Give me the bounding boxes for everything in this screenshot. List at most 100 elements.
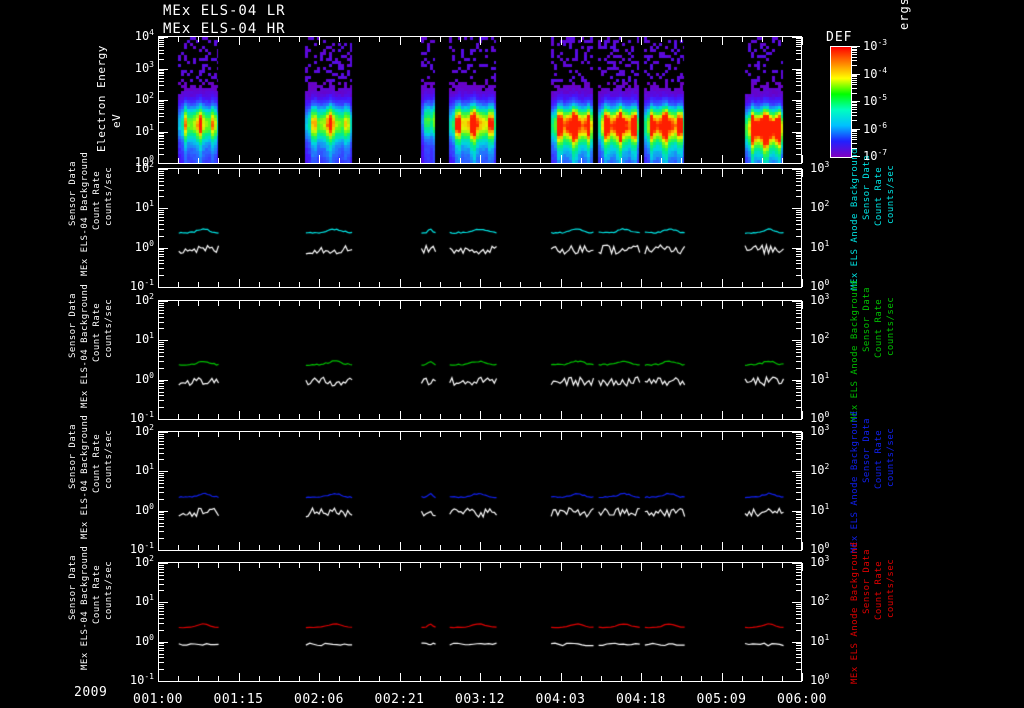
panel-anode-4-right-label-2: MEx ELS Anode Background	[850, 541, 860, 684]
ytick-minor	[796, 38, 801, 39]
ytick-minor	[159, 606, 164, 607]
ytick-minor	[159, 185, 164, 186]
xtick	[178, 432, 179, 437]
xtick	[299, 414, 300, 419]
ytick-major	[792, 131, 801, 133]
xtick	[400, 563, 401, 571]
xtick	[420, 282, 421, 287]
xtick	[460, 169, 461, 174]
colorbar-tick-minor	[852, 76, 857, 77]
xtick	[198, 432, 199, 437]
ytick-major	[159, 510, 168, 512]
xtick	[722, 542, 723, 550]
ytick-minor	[796, 256, 801, 257]
xtick	[601, 563, 602, 568]
xtick	[480, 279, 481, 287]
ytick-minor	[159, 144, 164, 145]
colorbar-tick-minor	[852, 115, 857, 116]
ytick-minor	[796, 46, 801, 47]
ytick-left-anode-2-1: 101	[134, 331, 154, 347]
xtick	[641, 279, 642, 287]
ytick-major	[792, 563, 801, 564]
xtick	[218, 158, 219, 163]
ytick-minor	[159, 256, 164, 257]
xtick	[641, 155, 642, 163]
ytick-minor	[159, 579, 164, 580]
ytick-minor	[159, 78, 164, 79]
ytick-major	[159, 131, 168, 133]
ytick-minor	[159, 648, 164, 649]
ytick-minor	[796, 381, 801, 382]
xtick	[500, 282, 501, 287]
xtick	[359, 282, 360, 287]
xtick	[742, 282, 743, 287]
ytick-minor	[159, 448, 164, 449]
ytick-minor	[159, 438, 164, 439]
xtick	[319, 155, 320, 163]
xtick	[480, 411, 481, 419]
ytick-major	[792, 641, 801, 643]
ytick-minor	[159, 190, 164, 191]
xtick	[460, 158, 461, 163]
ytick-minor	[796, 648, 801, 649]
ytick-minor	[796, 105, 801, 106]
ytick-minor	[796, 531, 801, 532]
ytick-minor	[796, 73, 801, 74]
panel-anode-4-left-label-1: Sensor Data	[68, 554, 78, 620]
ytick-minor	[159, 275, 164, 276]
panel-anode-3-right-label-2: MEx ELS Anode Background	[850, 410, 860, 553]
xtick	[158, 542, 159, 550]
xtick	[299, 545, 300, 550]
xtick	[540, 414, 541, 419]
xtick	[259, 37, 260, 42]
ytick-major	[159, 100, 168, 101]
ytick-minor	[159, 584, 164, 585]
xtick	[742, 432, 743, 437]
ytick-major	[159, 68, 168, 70]
ytick-minor	[796, 606, 801, 607]
xtick	[379, 158, 380, 163]
ytick-minor	[796, 113, 801, 114]
ytick-minor	[159, 212, 164, 213]
ytick-minor	[159, 217, 164, 218]
ytick-minor	[159, 386, 164, 387]
panel-anode-4-left-label-3: Count Rate	[92, 564, 102, 624]
ytick-minor	[796, 75, 801, 76]
xtick	[359, 301, 360, 306]
ytick-major	[792, 681, 801, 682]
ytick-minor	[796, 91, 801, 92]
ytick-left-anode-2-2: 100	[134, 370, 154, 386]
xtick	[218, 301, 219, 306]
xtick	[681, 158, 682, 163]
xtick	[701, 676, 702, 681]
xtick	[581, 158, 582, 163]
xtick	[621, 563, 622, 568]
colorbar-tick-minor	[852, 84, 857, 85]
xtick	[339, 432, 340, 437]
xtick	[239, 155, 240, 163]
ytick-left-anode-4-0: 102	[134, 554, 154, 569]
ytick-minor	[159, 572, 164, 573]
xtick	[540, 432, 541, 437]
ytick-major	[792, 301, 801, 302]
ytick-minor	[796, 444, 801, 445]
xtick	[440, 676, 441, 681]
ytick-minor	[796, 514, 801, 515]
xtick	[239, 37, 240, 45]
xtick	[782, 545, 783, 550]
xtick	[641, 411, 642, 419]
ytick-major	[792, 287, 801, 288]
ytick-minor	[796, 136, 801, 137]
ytick-minor	[159, 220, 164, 221]
colorbar-tick-minor	[852, 60, 857, 61]
panel-spectrogram-canvas	[159, 37, 801, 163]
ytick-minor	[159, 434, 164, 435]
ytick-minor	[159, 75, 164, 76]
xtick	[319, 542, 320, 550]
panel-anode-3-right-label-4: counts/sec	[886, 427, 896, 487]
xtick	[339, 169, 340, 174]
ytick-minor	[796, 480, 801, 481]
colorbar-tick-minor	[852, 120, 857, 121]
ytick-minor	[159, 480, 164, 481]
xtick	[621, 301, 622, 306]
